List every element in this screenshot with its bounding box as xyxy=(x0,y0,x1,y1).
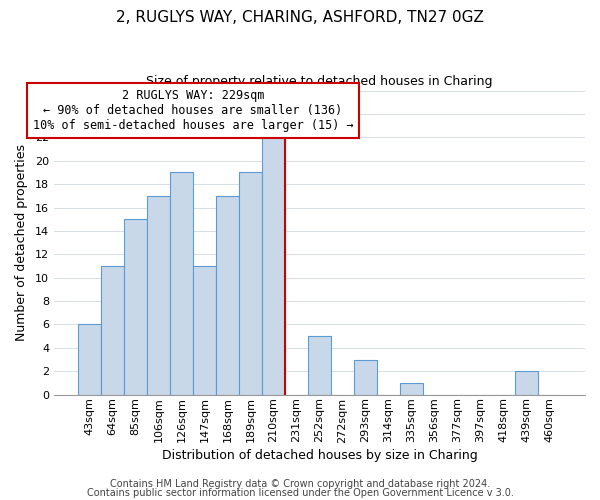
Title: Size of property relative to detached houses in Charing: Size of property relative to detached ho… xyxy=(146,75,493,88)
Text: 2 RUGLYS WAY: 229sqm
← 90% of detached houses are smaller (136)
10% of semi-deta: 2 RUGLYS WAY: 229sqm ← 90% of detached h… xyxy=(33,89,353,132)
Bar xyxy=(147,196,170,394)
Bar xyxy=(101,266,124,394)
Bar xyxy=(308,336,331,394)
Bar xyxy=(262,138,285,394)
Bar xyxy=(216,196,239,394)
Y-axis label: Number of detached properties: Number of detached properties xyxy=(15,144,28,341)
Bar xyxy=(124,219,147,394)
Text: 2, RUGLYS WAY, CHARING, ASHFORD, TN27 0GZ: 2, RUGLYS WAY, CHARING, ASHFORD, TN27 0G… xyxy=(116,10,484,25)
Bar xyxy=(400,383,423,394)
Bar xyxy=(239,172,262,394)
Bar xyxy=(170,172,193,394)
Text: Contains HM Land Registry data © Crown copyright and database right 2024.: Contains HM Land Registry data © Crown c… xyxy=(110,479,490,489)
Bar xyxy=(515,372,538,394)
Bar xyxy=(354,360,377,394)
Bar xyxy=(193,266,216,394)
Bar xyxy=(78,324,101,394)
X-axis label: Distribution of detached houses by size in Charing: Distribution of detached houses by size … xyxy=(161,450,478,462)
Text: Contains public sector information licensed under the Open Government Licence v : Contains public sector information licen… xyxy=(86,488,514,498)
